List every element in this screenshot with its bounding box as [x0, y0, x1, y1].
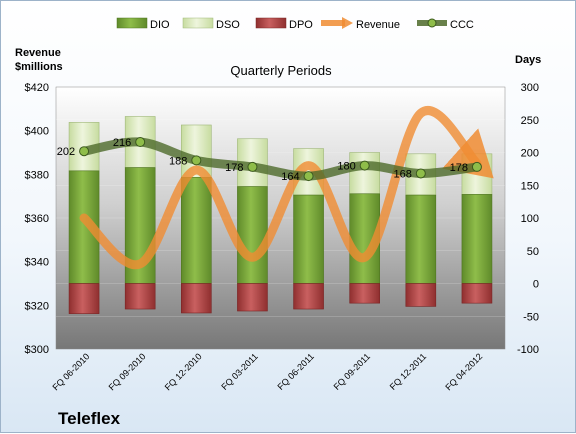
left-axis-title-line-1: Revenue — [15, 47, 61, 59]
legend-label-dio: DIO — [150, 19, 170, 31]
legend-marker-ccc — [427, 18, 437, 28]
right-axis-tick-label: 300 — [521, 82, 539, 94]
dpo-bar — [124, 283, 156, 310]
dio-bar — [293, 194, 324, 284]
category-label: FQ 09-2011 — [332, 351, 373, 392]
legend-label-dso: DSO — [216, 19, 240, 31]
dpo-bar — [237, 283, 268, 312]
right-axis-tick-label: 200 — [521, 148, 539, 160]
legend-item-dso: DSO — [182, 17, 240, 31]
company-name: Teleflex — [58, 409, 121, 428]
legend-item-revenue: Revenue — [321, 17, 400, 31]
legend-label-revenue: Revenue — [356, 19, 400, 31]
category-label: FQ 04-2012 — [443, 351, 484, 392]
right-axis-tick-label: 0 — [533, 279, 539, 291]
ccc-point — [191, 155, 202, 166]
left-axis-tick-label: $300 — [25, 344, 49, 356]
ccc-point — [247, 161, 258, 172]
ccc-point — [79, 146, 90, 157]
legend-label-ccc: CCC — [450, 19, 474, 31]
legend-item-dpo: DPO — [255, 17, 313, 31]
dpo-bar — [461, 283, 493, 304]
left-axis-tick-label: $400 — [25, 126, 49, 138]
right-axis-tick-label: -100 — [517, 344, 539, 356]
legend: DIO DSO DPO Revenue CCC — [116, 17, 474, 31]
left-axis-tick-label: $420 — [25, 82, 49, 94]
legend-arrow-revenue — [342, 17, 353, 29]
ccc-data-label: 188 — [169, 155, 187, 167]
dpo-bar — [181, 283, 212, 314]
right-axis-tick-label: 250 — [521, 115, 539, 127]
left-axis-tick-label: $360 — [25, 213, 49, 225]
ccc-data-label: 216 — [113, 137, 131, 149]
category-label: FQ 12-2011 — [388, 351, 429, 392]
dpo-bar — [405, 283, 437, 307]
ccc-data-label: 180 — [337, 161, 355, 173]
legend-swatch-dso — [182, 17, 214, 29]
legend-swatch-dio — [116, 17, 148, 29]
legend-swatch-dpo — [255, 17, 287, 29]
category-label: FQ 06-2010 — [50, 351, 91, 392]
ccc-point — [303, 171, 314, 182]
category-axis-labels: FQ 06-2010 FQ 09-2010 FQ 12-2010 FQ 03-2011… — [50, 351, 484, 392]
legend-label-dpo: DPO — [289, 19, 313, 31]
right-axis-title: Days — [515, 54, 541, 66]
category-label: FQ 09-2010 — [107, 351, 148, 392]
category-label: FQ 06-2011 — [275, 351, 316, 392]
legend-item-ccc: CCC — [417, 18, 474, 31]
category-label: FQ 03-2011 — [219, 351, 260, 392]
category-label: FQ 12-2010 — [163, 351, 204, 392]
ccc-data-label: 164 — [281, 171, 299, 183]
dpo-bar — [293, 283, 324, 310]
dio-bar — [461, 194, 493, 284]
dio-bar — [237, 186, 268, 284]
left-axis-tick-label: $340 — [25, 257, 49, 269]
ccc-point — [135, 137, 146, 148]
left-axis-ticks: $300 $320 $340 $360 $380 $400 $420 — [25, 82, 49, 356]
ccc-data-label: 202 — [57, 146, 75, 158]
ccc-data-label: 178 — [450, 162, 468, 174]
left-axis-tick-label: $320 — [25, 300, 49, 312]
dpo-bar — [349, 283, 380, 304]
dso-bar — [349, 152, 380, 195]
right-axis-tick-label: 100 — [521, 213, 539, 225]
ccc-point — [415, 168, 426, 179]
right-axis-tick-label: -50 — [523, 311, 539, 323]
right-axis-tick-label: 50 — [527, 246, 539, 258]
dio-bar — [405, 194, 437, 284]
left-axis-tick-label: $380 — [25, 169, 49, 181]
dpo-bar — [68, 283, 100, 314]
left-axis-title-line-2: $millions — [15, 61, 63, 73]
line-series — [79, 106, 494, 270]
right-axis-ticks: -100 -50 0 50 100 150 200 250 300 — [517, 82, 539, 356]
data-labels: 202 216 188 178 164 180 168 178 — [57, 137, 468, 183]
ccc-data-label: 168 — [393, 168, 411, 180]
ccc-data-label: 178 — [225, 162, 243, 174]
right-axis-tick-label: 150 — [521, 180, 539, 192]
ccc-point — [359, 160, 370, 171]
revenue-line — [79, 106, 494, 270]
ccc-point — [471, 161, 482, 172]
legend-item-dio: DIO — [116, 17, 170, 31]
dio-bar — [181, 177, 212, 284]
chart-subtitle: Quarterly Periods — [230, 63, 332, 78]
